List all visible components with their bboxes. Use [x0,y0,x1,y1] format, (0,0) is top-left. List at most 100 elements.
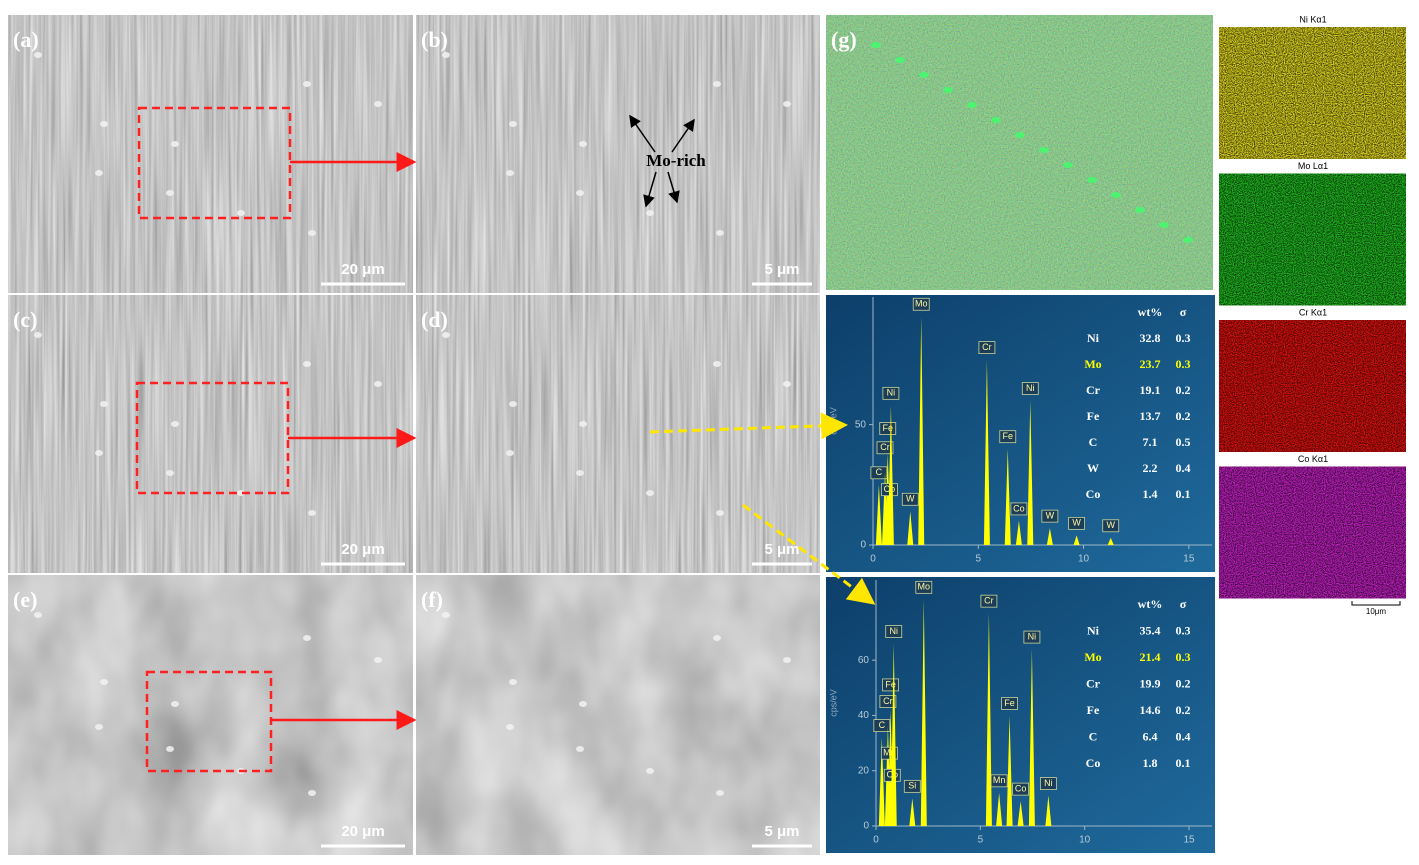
peak [1006,715,1013,826]
peak-label-box [876,441,894,455]
particle [579,421,587,427]
peak-label-box [999,430,1017,444]
peak-label-box [915,580,933,594]
table-cell: 1.8 [1143,756,1158,770]
peak-label-box [1010,502,1028,516]
table-cell: 7.1 [1143,435,1158,449]
table-cell: 0.3 [1176,357,1191,371]
y-tick-label: 0 [860,540,866,551]
bright-phase [943,87,953,93]
y-axis-label: cps/eV [828,407,838,435]
table-cell: 0.3 [1176,650,1191,664]
peak-label-box [870,466,888,480]
x-tick-label: 15 [1183,554,1195,565]
table-header: σ [1180,597,1187,611]
y-tick-label: 0 [863,821,869,832]
peak-label-box [990,774,1008,788]
pointer-arrow [643,171,657,208]
table-cell: 0.3 [1176,623,1191,637]
table-cell: 0.4 [1176,729,1191,743]
peak-label: Mo [918,582,931,592]
peak [1004,448,1011,545]
peak-label-box [882,386,900,400]
table-cell: Fe [1087,703,1100,717]
peak [1073,535,1080,545]
map-scale-bar [1351,601,1401,606]
particle [442,612,450,618]
table-cell: Fe [1087,409,1100,423]
pointer-arrow [671,118,695,153]
particle [713,361,721,367]
bright-phase [1039,147,1049,153]
particle [308,510,316,516]
table-cell: Co [1086,487,1101,501]
table-header: wt% [1138,305,1163,319]
map-texture [1219,320,1406,452]
peak-label: W [1106,520,1115,530]
scale-bar-label: 20 μm [341,823,384,840]
particle [374,657,382,663]
particle [95,724,103,730]
map-texture [1219,27,1406,159]
peak-label: Fe [885,679,896,689]
table-cell: 13.7 [1140,409,1161,423]
table-cell: 0.5 [1176,435,1191,449]
particle [579,141,587,147]
peak-label: Co [1013,503,1025,513]
table-cell: 6.4 [1143,729,1158,743]
peak-label: Mn [883,748,896,758]
table-cell: 19.1 [1140,383,1161,397]
panel-label: (e) [13,587,37,612]
table-cell: 35.4 [1140,623,1161,637]
map-scale-label: 10μm [1366,607,1387,616]
peak-label-box [1021,382,1039,395]
table-cell: C [1089,435,1098,449]
particle [716,510,724,516]
particle [308,790,316,796]
micrograph [416,295,820,573]
particle [166,190,174,196]
peak-label: Cr [982,342,992,352]
bright-phase [871,42,881,48]
bright-phase [1087,177,1097,183]
particle [171,141,179,147]
peak-label: W [1072,518,1081,528]
peak-label-box [873,719,891,732]
peak [890,643,897,826]
peak-label-box [1068,516,1086,530]
table-header: wt% [1138,597,1163,611]
particle [95,170,103,176]
peak-label-box [903,779,921,793]
bright-phase [1135,207,1145,213]
peak-label-box [1041,509,1059,523]
scale-bar-label: 20 μm [341,261,384,278]
table-cell: 14.6 [1140,703,1161,717]
particle [783,381,791,387]
particle [713,635,721,641]
panel-label: (a) [13,27,39,52]
particle [716,230,724,236]
y-tick-label: 60 [858,655,870,666]
table-cell: Co [1086,756,1101,770]
peak-label: Co [1015,783,1027,793]
peak [1028,649,1035,826]
micrograph [826,15,1213,290]
x-tick-label: 10 [1078,554,1090,565]
peak-label-box [882,678,900,692]
particle [100,401,108,407]
peak-label: Si [908,781,916,791]
bright-phase [1183,237,1193,243]
table-cell: 19.9 [1140,676,1161,690]
particle [783,657,791,663]
particle [646,210,654,216]
peak [1017,801,1024,826]
peak [1046,528,1053,545]
bright-phase [991,117,1001,123]
particle [166,470,174,476]
micrograph [8,295,413,573]
peak [1027,400,1034,545]
peak-label-box [1001,697,1018,710]
bright-phase [919,72,929,78]
peak-label-box [1039,777,1057,790]
pointer-arrow [629,114,656,153]
